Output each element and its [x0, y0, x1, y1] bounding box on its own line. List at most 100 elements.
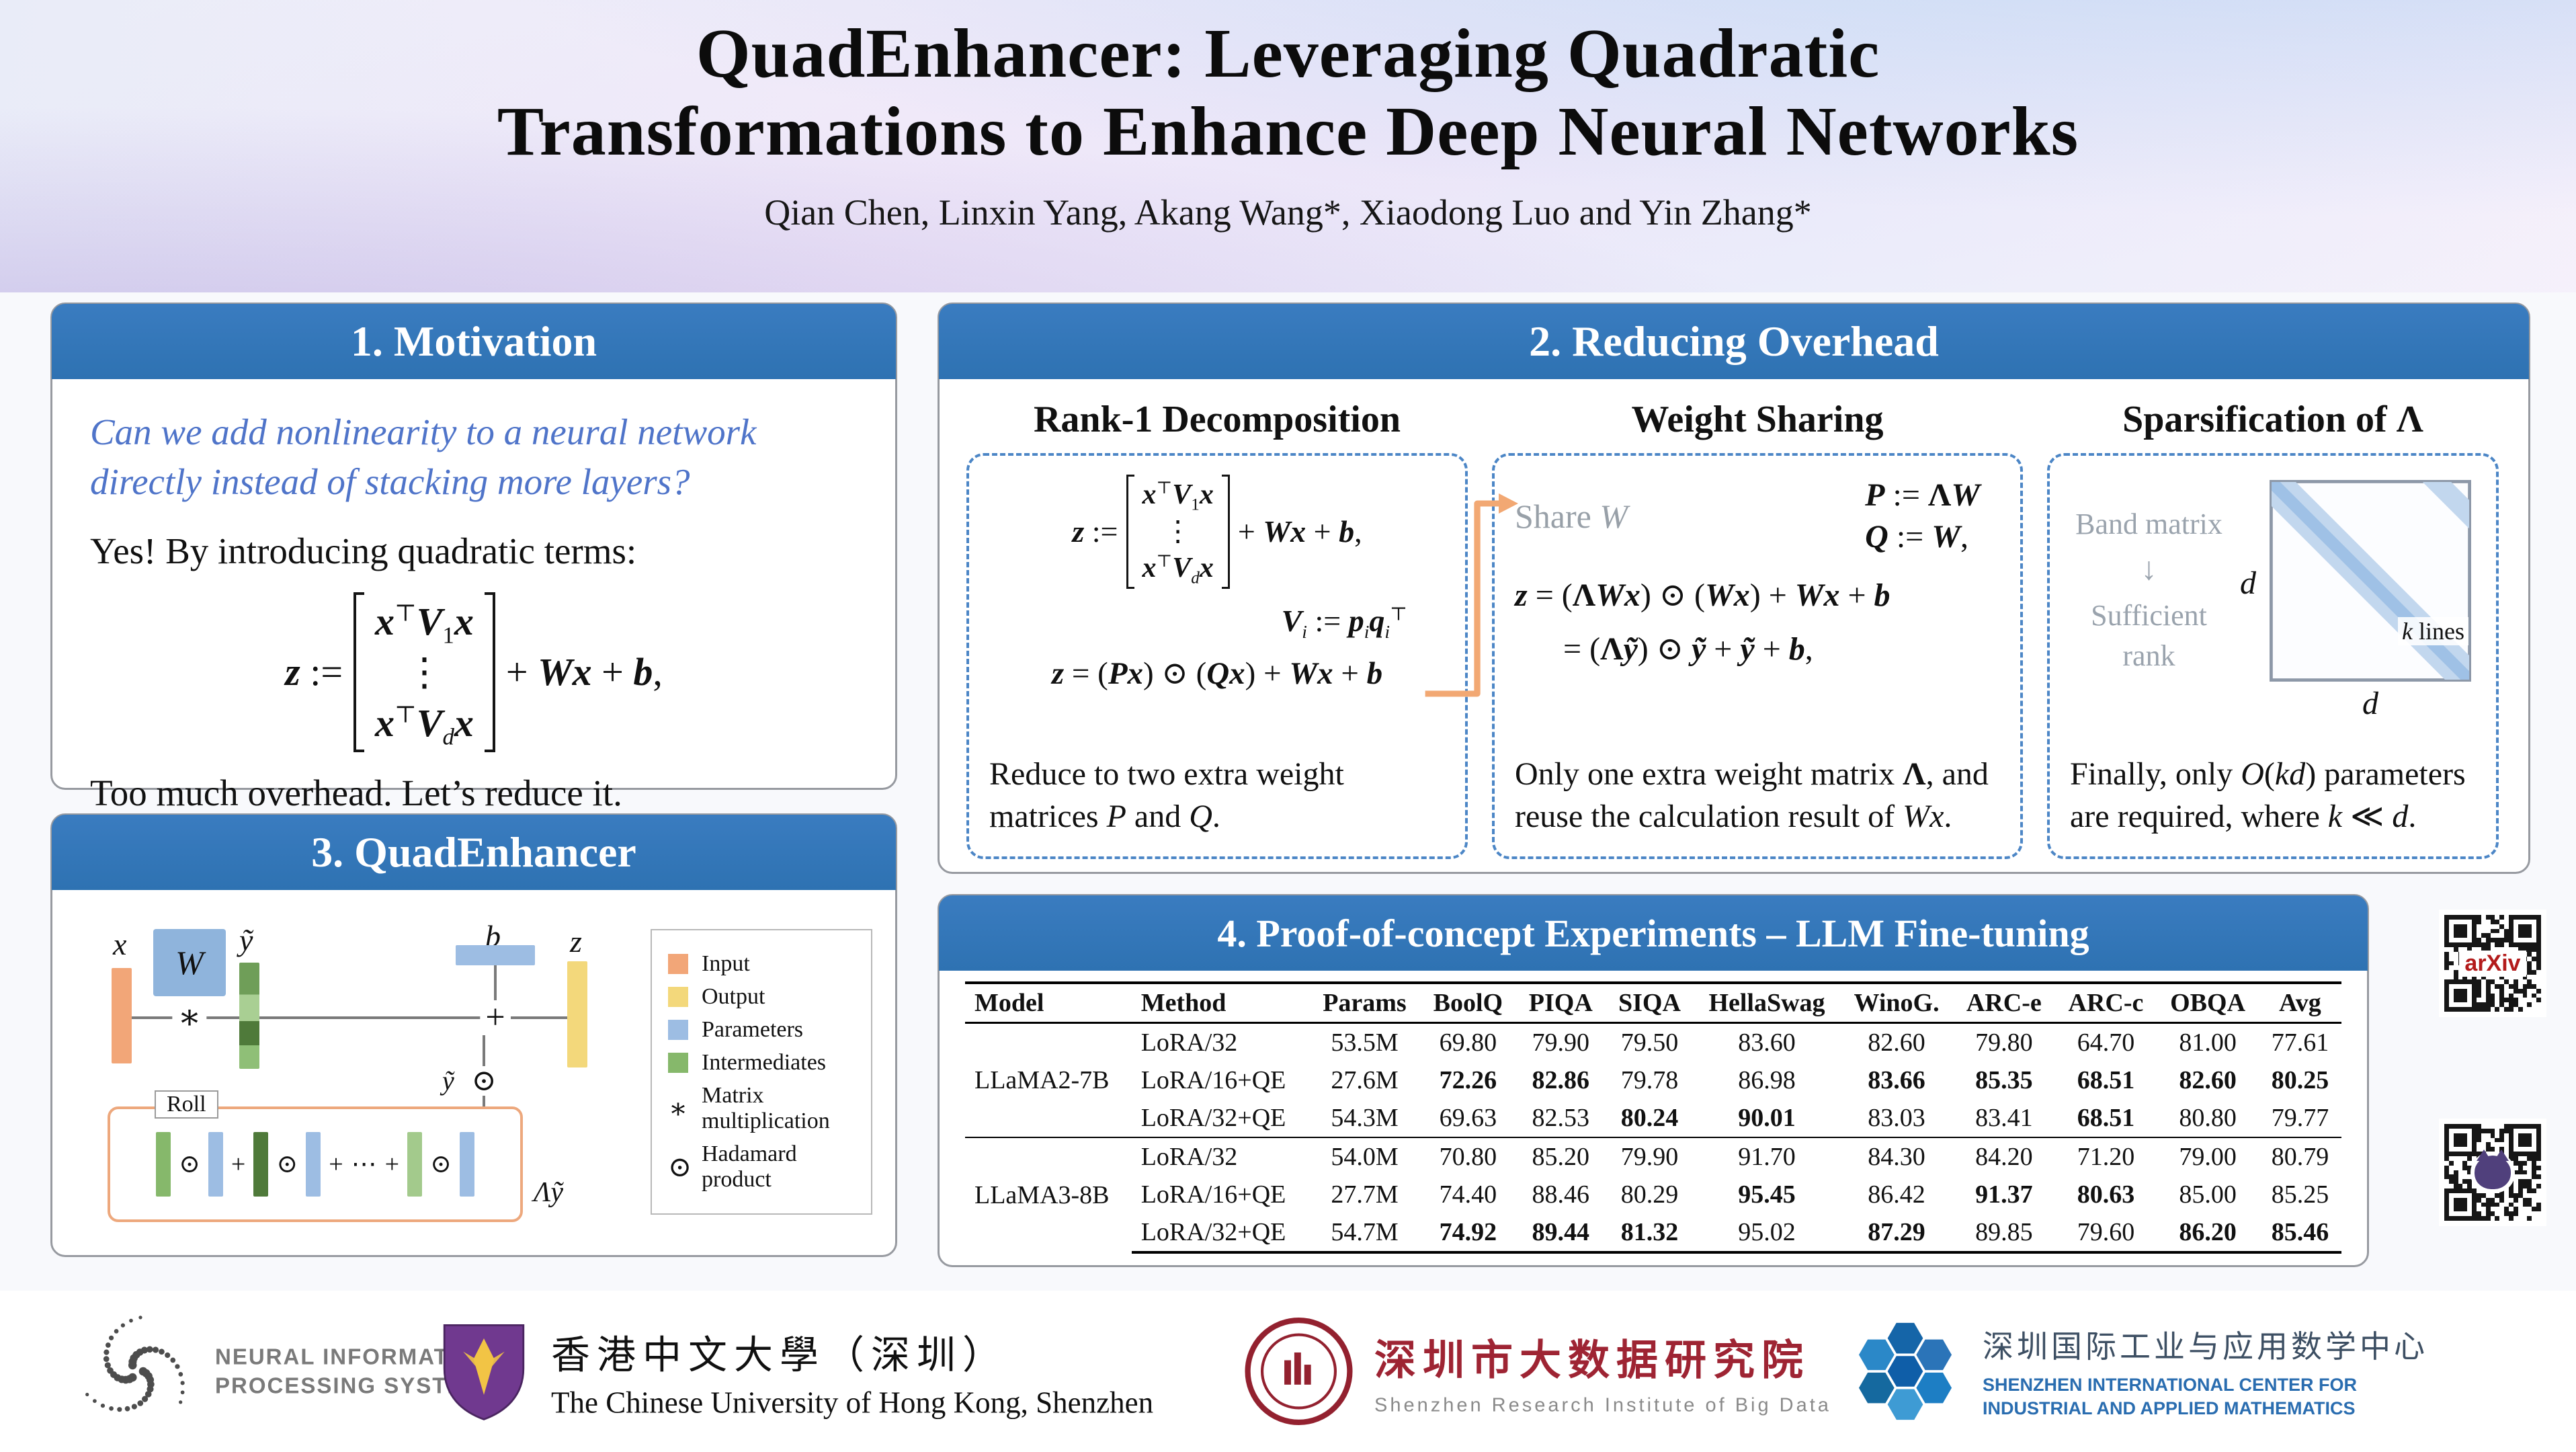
y-tilde-small-label: ỹ: [442, 1065, 454, 1096]
column-header: WinoG.: [1840, 981, 1954, 1024]
score-cell: 85.46: [2258, 1213, 2341, 1254]
legend-item-matmul: ∗ Matrix multiplication: [668, 1083, 855, 1134]
roll-label: Roll: [155, 1090, 218, 1119]
rank1-vi-definition: Vi := piqi⊤: [1281, 603, 1407, 642]
results-header-row: Model Method Params BoolQ PIQA SIQA HellaSwag W…: [965, 981, 2341, 1024]
score-cell: 79.78: [1620, 1066, 1679, 1094]
score-cell: 86.42: [1868, 1180, 1925, 1209]
score-cell: 88.46: [1532, 1180, 1590, 1209]
shared-formula-line1: z = (ΛWx) ⊙ (Wx) + Wx + b: [1515, 577, 1891, 613]
table-row: LoRA/16+QE 27.7M 74.40 88.46 80.29 95.45 86.42…: [965, 1176, 2341, 1213]
right-bracket: [1221, 475, 1230, 589]
table-row: LLaMA2-7B LoRA/32 53.5M 69.80 79.90 79.50 83.6…: [965, 1023, 2341, 1094]
score-cell: 85.20: [1515, 1137, 1606, 1176]
method-cell: LoRA/32: [1131, 1137, 1309, 1176]
sparsification-panel: Band matrix ↓ Sufficient rank: [2047, 453, 2499, 859]
matrix-row: x⊤V1x: [375, 599, 474, 649]
score-cell: 80.79: [2258, 1137, 2341, 1176]
score-cell: 69.63: [1439, 1104, 1497, 1132]
sribd-name-cn: 深圳市大数据研究院: [1374, 1338, 1811, 1384]
poster-content: 1. Motivation Can we add nonlinearity to…: [0, 292, 2576, 1291]
reducing-header: 2. Reducing Overhead: [939, 304, 2529, 379]
score-cell: 79.60: [2054, 1213, 2157, 1254]
score-cell: 86.20: [2157, 1213, 2259, 1254]
siciam-name-en-line: INDUSTRIAL AND APPLIED MATHEMATICS: [1983, 1398, 2356, 1418]
score-cell: 82.53: [1532, 1104, 1590, 1132]
arxiv-qr-code: arXiv: [2439, 910, 2546, 1017]
rank1-formula: z := x⊤V1x ⋮ x⊤Vdx: [989, 475, 1445, 589]
connector-line: [494, 965, 497, 1003]
sribd-text: 深圳市大数据研究院 Shenzhen Research Institute of…: [1374, 1326, 1831, 1417]
cuhk-crest-icon: [437, 1320, 531, 1424]
experiments-header: 4. Proof-of-concept Experiments – LLM Fi…: [939, 895, 2368, 971]
parameter-bar: [459, 1132, 474, 1197]
rank1-panel: z := x⊤V1x ⋮ x⊤Vdx: [966, 453, 1468, 859]
score-cell: 83.41: [1975, 1104, 2033, 1132]
weight-sharing-caption: Only one extra weight matrix Λ, and reus…: [1515, 756, 1989, 834]
column-header: HellaSwag: [1694, 981, 1840, 1024]
score-cell: 72.26: [1439, 1066, 1497, 1094]
matrix-row: x⊤Vdx: [1142, 553, 1214, 588]
params-cell: 27.7M: [1331, 1180, 1399, 1209]
band-matrix-label: Band matrix: [2075, 508, 2222, 540]
plus-symbol: +: [231, 1150, 246, 1178]
legend-label: Hadamard product: [702, 1141, 797, 1192]
score-cell: 89.85: [1953, 1213, 2055, 1254]
parameter-swatch: [668, 1020, 688, 1040]
method-cell: LoRA/16+QE: [1140, 1180, 1286, 1209]
score-cell: 71.20: [2054, 1137, 2157, 1176]
cuhk-text: 香港中文大學（深圳） The Chinese University of Hon…: [551, 1323, 1153, 1420]
score-cell: 68.51: [2077, 1066, 2135, 1094]
plus-symbol: +: [480, 1000, 511, 1035]
score-cell: 95.45: [1738, 1180, 1796, 1209]
dots-symbol: ⋯: [351, 1150, 377, 1178]
score-cell: 84.30: [1840, 1137, 1954, 1176]
params-cell: 27.6M: [1331, 1066, 1399, 1094]
score-cell: 74.40: [1439, 1180, 1497, 1209]
parameter-bar: [306, 1132, 321, 1197]
matrix-row: ⋮: [1163, 516, 1192, 547]
diagram-legend: Input Output Parameters Intermediates: [651, 929, 872, 1215]
title-line-2: Transformations to Enhance Deep Neural N…: [497, 93, 2079, 171]
authors-line: Qian Chen, Linxin Yang, Akang Wang*, Xia…: [764, 192, 1812, 233]
p-definition: P := ΛW: [1865, 477, 1980, 513]
score-cell: 79.00: [2157, 1137, 2259, 1176]
score-cell: 95.02: [1694, 1213, 1840, 1254]
score-cell: 79.90: [1532, 1028, 1590, 1057]
table-row: LLaMA3-8B LoRA/32 54.0M 70.80 85.20 79.90 91.7…: [965, 1137, 2341, 1252]
hadamard-symbol: ⊙: [430, 1150, 452, 1178]
left-bracket: [354, 592, 365, 752]
qr-pattern: [2444, 915, 2541, 1012]
column-header: SIQA: [1605, 981, 1694, 1024]
rank1-caption: Reduce to two extra weight matrices P an…: [989, 756, 1344, 834]
score-cell: 69.80: [1439, 1028, 1497, 1057]
method-cell: LoRA/32+QE: [1140, 1104, 1286, 1132]
arxiv-logo: arXiv: [2459, 950, 2526, 977]
score-cell: 82.60: [1868, 1028, 1925, 1057]
siciam-name-en: SHENZHEN INTERNATIONAL CENTER FOR INDUST…: [1983, 1373, 2428, 1420]
score-cell: 80.24: [1620, 1104, 1679, 1132]
sparsification-heading: Sparsification of Λ: [2122, 399, 2423, 440]
score-cell: 85.35: [1975, 1066, 2033, 1094]
method-cell: LoRA/32: [1140, 1028, 1238, 1057]
model-cell: LLaMA2-7B: [974, 1066, 1110, 1094]
roll-box: Roll ⊙ + ⊙ + ⋯ + ⊙: [108, 1090, 523, 1222]
input-swatch: [668, 954, 688, 974]
rank1-heading: Rank-1 Decomposition: [1033, 399, 1401, 440]
params-cell: 54.3M: [1331, 1104, 1399, 1132]
section-motivation: 1. Motivation Can we add nonlinearity to…: [50, 302, 897, 813]
legend-label: Input: [702, 951, 750, 976]
band-matrix-note: Band matrix ↓ Sufficient rank: [2070, 475, 2228, 676]
sribd-emblem-icon: [1243, 1316, 1354, 1427]
score-cell: 83.66: [1868, 1066, 1925, 1094]
score-cell: 82.86: [1532, 1066, 1590, 1094]
legend-item-input: Input: [668, 951, 855, 977]
connector-line: [511, 1016, 567, 1019]
formula-rhs: + Wx + b,: [1237, 514, 1362, 549]
connector-line: [259, 1016, 495, 1019]
siciam-text: 深圳国际工业与应用数学中心 SHENZHEN INTERNATIONAL CEN…: [1983, 1322, 2428, 1420]
intermediate-bar: [253, 1132, 269, 1197]
score-cell: 80.29: [1620, 1180, 1679, 1209]
score-cell: 83.60: [1738, 1028, 1796, 1057]
